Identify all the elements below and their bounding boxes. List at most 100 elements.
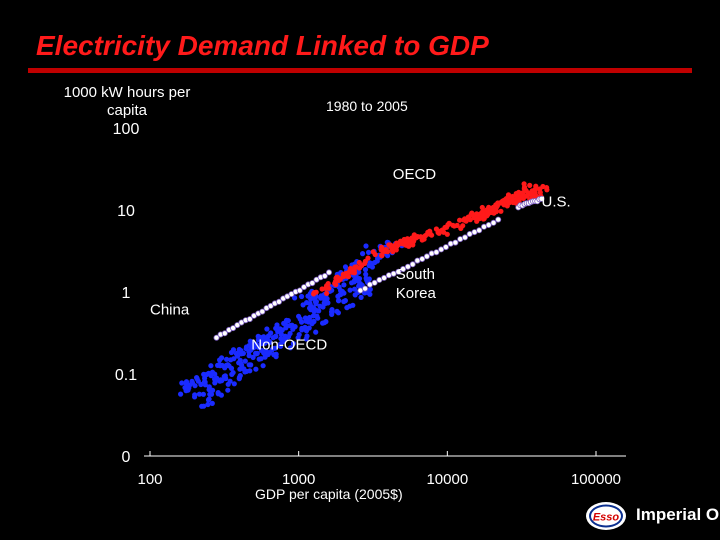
non-oecd-data-point [201, 379, 207, 385]
non-oecd-data-point [229, 371, 235, 377]
south-korea-path-point [495, 216, 502, 223]
non-oecd-data-point [215, 390, 221, 396]
non-oecd-data-point [212, 380, 218, 386]
company-name: Imperial Oil [636, 505, 720, 524]
china-path-point [246, 316, 253, 323]
annotation-non-oecd: Non-OECD [251, 336, 327, 353]
non-oecd-data-point [256, 356, 262, 362]
non-oecd-data-point [238, 351, 244, 357]
china-path-point [221, 330, 228, 337]
oecd-data-point [334, 277, 340, 283]
oecd-data-point [485, 212, 491, 218]
oecd-data-point [356, 259, 362, 266]
non-oecd-data-point [223, 375, 229, 382]
non-oecd-data-point [281, 320, 287, 326]
non-oecd-data-point [363, 271, 369, 277]
oecd-data-point [393, 247, 399, 253]
non-oecd-data-point [315, 315, 321, 321]
non-oecd-data-point [363, 243, 369, 249]
china-path-point [230, 325, 237, 332]
south-korea-path-point [438, 246, 445, 253]
non-oecd-data-point [341, 282, 347, 288]
non-oecd-data-point [231, 381, 237, 387]
china-path-point [300, 284, 307, 291]
non-oecd-data-point [260, 334, 266, 340]
oecd-data-point [479, 204, 485, 211]
non-oecd-data-point [290, 340, 296, 347]
oecd-data-point [533, 183, 539, 189]
non-oecd-data-point [292, 295, 298, 301]
x-axis-label: GDP per capita (2005$) [255, 486, 403, 502]
non-oecd-data-point [337, 292, 343, 298]
x-tick-label: 100 [137, 471, 162, 488]
oecd-data-point [493, 202, 499, 208]
south-korea-path-point [442, 244, 449, 251]
non-oecd-data-point [295, 335, 301, 341]
non-oecd-data-point [243, 368, 250, 374]
oecd-data-point [509, 193, 516, 200]
south-korea-path-point [381, 274, 388, 281]
non-oecd-data-point [322, 300, 329, 306]
non-oecd-data-point [231, 356, 237, 362]
south-korea-path-point [490, 219, 497, 226]
non-oecd-data-point [179, 380, 185, 386]
annotation-u-s: U.S. [542, 194, 571, 211]
y-tick-label: 100 [113, 121, 140, 138]
non-oecd-data-point [304, 300, 310, 306]
non-oecd-data-point [201, 403, 207, 409]
oecd-data-point [325, 281, 331, 287]
non-oecd-data-point [250, 341, 256, 347]
oecd-data-point [404, 239, 410, 245]
oecd-data-point [457, 217, 463, 223]
non-oecd-data-point [341, 298, 347, 305]
non-oecd-data-point [255, 337, 261, 343]
non-oecd-data-point [310, 313, 316, 319]
non-oecd-data-point [347, 303, 353, 309]
non-oecd-data-point [329, 311, 335, 317]
non-oecd-data-point [287, 345, 294, 351]
oecd-data-point [379, 252, 385, 258]
non-oecd-data-point [361, 290, 368, 296]
oecd-data-point [529, 188, 535, 194]
annotation-korea: Korea [396, 285, 437, 302]
oecd-data-point [372, 251, 378, 258]
y-tick-label: 10 [117, 203, 135, 220]
non-oecd-data-point [228, 349, 235, 356]
title-underline [28, 68, 692, 73]
non-oecd-data-point [206, 396, 212, 402]
china-path-point [213, 334, 220, 341]
non-oecd-data-point [283, 336, 289, 342]
south-korea-path-point [371, 279, 378, 286]
non-oecd-data-point [246, 353, 252, 359]
south-korea-path-point [461, 234, 468, 241]
non-oecd-data-point [189, 380, 196, 386]
oecd-data-point [481, 213, 487, 219]
china-path-point [296, 287, 303, 294]
non-oecd-data-point [273, 333, 279, 340]
non-oecd-data-point [192, 392, 198, 398]
non-oecd-data-point [334, 308, 340, 314]
non-oecd-data-point [217, 378, 223, 384]
non-oecd-data-point [208, 373, 214, 379]
non-oecd-data-point [206, 387, 212, 393]
x-tick-label: 100000 [571, 471, 621, 488]
non-oecd-data-point [195, 378, 201, 384]
y-axis-label: 1000 kW hours per capita [63, 84, 191, 119]
non-oecd-data-point [308, 303, 314, 310]
non-oecd-data-point [342, 264, 349, 270]
south-korea-path-point [485, 221, 492, 228]
oecd-data-point [446, 221, 452, 227]
non-oecd-data-point [367, 260, 373, 266]
oecd-data-point [343, 270, 349, 276]
south-korea-path-point [433, 249, 440, 256]
oecd-data-point [441, 229, 447, 235]
non-oecd-data-point [209, 400, 215, 406]
oecd-data-point [516, 189, 522, 195]
non-oecd-data-point [352, 286, 358, 292]
non-oecd-data-point [299, 293, 305, 300]
non-oecd-data-point [292, 324, 298, 330]
non-oecd-data-point [258, 341, 264, 347]
non-oecd-data-point [275, 328, 281, 335]
page-title: Electricity Demand Linked to GDP [36, 30, 489, 61]
non-oecd-data-point [352, 292, 358, 298]
